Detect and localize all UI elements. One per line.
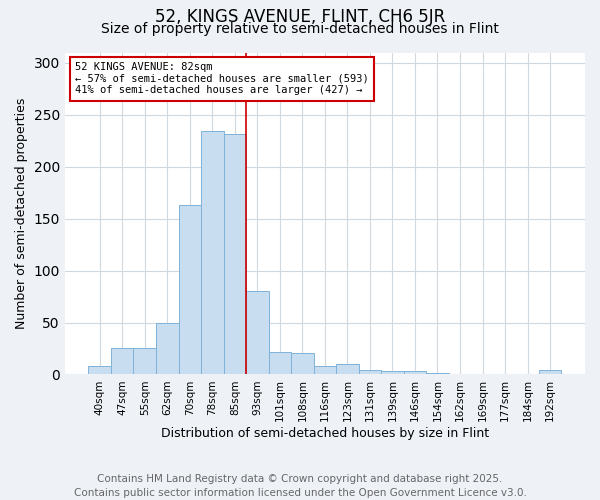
Bar <box>133 348 156 374</box>
Bar <box>224 134 246 374</box>
Bar <box>156 322 179 374</box>
Bar <box>359 370 381 374</box>
Bar <box>381 372 404 374</box>
Bar <box>404 372 426 374</box>
Text: 52 KINGS AVENUE: 82sqm
← 57% of semi-detached houses are smaller (593)
41% of se: 52 KINGS AVENUE: 82sqm ← 57% of semi-det… <box>75 62 369 96</box>
Text: Size of property relative to semi-detached houses in Flint: Size of property relative to semi-detach… <box>101 22 499 36</box>
Bar <box>336 364 359 374</box>
Bar <box>246 292 269 374</box>
Bar <box>269 352 291 374</box>
Text: 52, KINGS AVENUE, FLINT, CH6 5JR: 52, KINGS AVENUE, FLINT, CH6 5JR <box>155 8 445 26</box>
Bar <box>88 366 111 374</box>
Bar <box>314 366 336 374</box>
Bar <box>179 205 201 374</box>
X-axis label: Distribution of semi-detached houses by size in Flint: Distribution of semi-detached houses by … <box>161 427 489 440</box>
Bar <box>201 132 224 374</box>
Y-axis label: Number of semi-detached properties: Number of semi-detached properties <box>15 98 28 329</box>
Bar <box>539 370 562 374</box>
Bar <box>291 352 314 374</box>
Text: Contains HM Land Registry data © Crown copyright and database right 2025.
Contai: Contains HM Land Registry data © Crown c… <box>74 474 526 498</box>
Bar <box>111 348 133 374</box>
